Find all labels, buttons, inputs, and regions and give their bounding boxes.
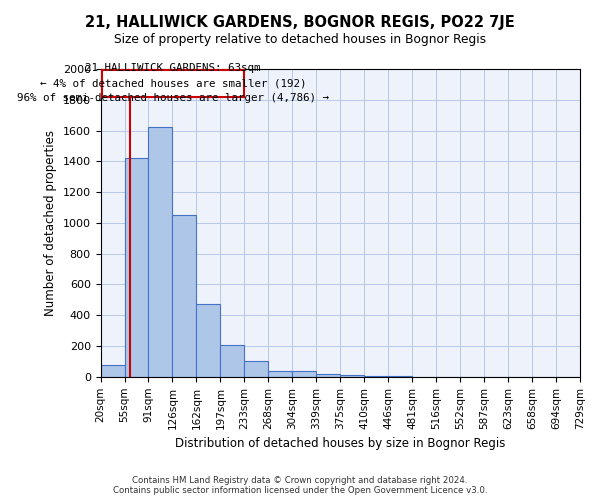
Bar bbox=[196, 304, 220, 377]
Bar bbox=[220, 346, 244, 377]
Bar bbox=[101, 364, 125, 377]
FancyBboxPatch shape bbox=[103, 70, 244, 96]
Text: 21 HALLIWICK GARDENS: 63sqm
← 4% of detached houses are smaller (192)
96% of sem: 21 HALLIWICK GARDENS: 63sqm ← 4% of deta… bbox=[17, 64, 329, 103]
Text: Size of property relative to detached houses in Bognor Regis: Size of property relative to detached ho… bbox=[114, 32, 486, 46]
Bar bbox=[340, 376, 364, 377]
Bar bbox=[364, 376, 388, 377]
Bar bbox=[125, 158, 148, 377]
X-axis label: Distribution of detached houses by size in Bognor Regis: Distribution of detached houses by size … bbox=[175, 437, 505, 450]
Bar bbox=[316, 374, 340, 377]
Bar bbox=[268, 370, 292, 377]
Text: Contains HM Land Registry data © Crown copyright and database right 2024.
Contai: Contains HM Land Registry data © Crown c… bbox=[113, 476, 487, 495]
Bar bbox=[172, 215, 196, 377]
Bar bbox=[148, 128, 172, 377]
Bar bbox=[244, 360, 268, 377]
Bar bbox=[292, 372, 316, 377]
Text: 21, HALLIWICK GARDENS, BOGNOR REGIS, PO22 7JE: 21, HALLIWICK GARDENS, BOGNOR REGIS, PO2… bbox=[85, 15, 515, 30]
Y-axis label: Number of detached properties: Number of detached properties bbox=[44, 130, 57, 316]
